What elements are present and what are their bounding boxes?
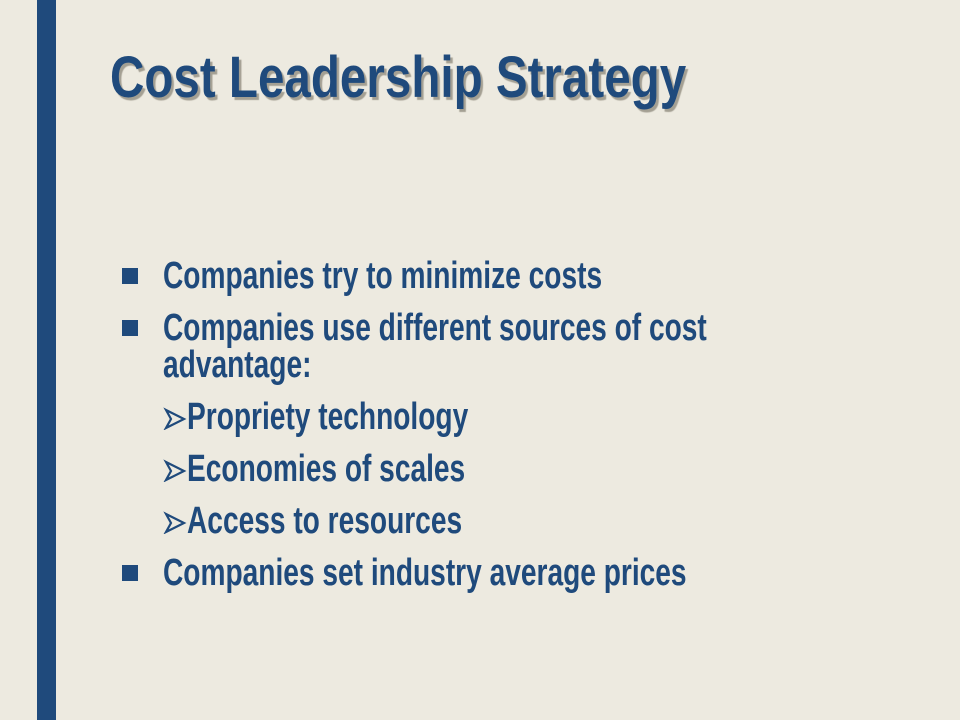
bullet-text: Economies of scales [187,448,466,490]
bullet-item: Companies set industry average prices [122,552,960,594]
bullet-text: Companies use different sources of cost … [163,307,707,386]
bullet-text: Propriety technology [187,396,469,438]
bullet-text: Access to resources [187,500,463,542]
bullet-marker-cell [163,399,187,436]
bullet-item: Economies of scales [122,448,960,490]
bullet-list: Companies try to minimize costs Companie… [122,255,960,607]
bullet-marker-cell [122,555,163,581]
bullet-item: Companies use different sources of cost … [122,307,960,386]
arrow-bullet-icon [163,406,187,430]
slide-title: Cost Leadership Strategy [110,45,687,110]
bullet-text: Companies try to minimize costs [163,255,603,297]
bullet-item: Propriety technology [122,396,960,438]
bullet-item: Companies try to minimize costs [122,255,960,297]
square-bullet-icon [122,565,138,581]
bullet-text: Companies set industry average prices [163,552,687,594]
bullet-marker-cell [163,503,187,540]
arrow-bullet-icon [163,458,187,482]
square-bullet-icon [122,268,138,284]
bullet-marker-cell [122,310,163,336]
square-bullet-icon [122,320,138,336]
arrow-bullet-icon [163,510,187,534]
bullet-item: Access to resources [122,500,960,542]
left-accent-bar [37,0,56,720]
bullet-marker-cell [122,258,163,284]
bullet-marker-cell [163,451,187,488]
